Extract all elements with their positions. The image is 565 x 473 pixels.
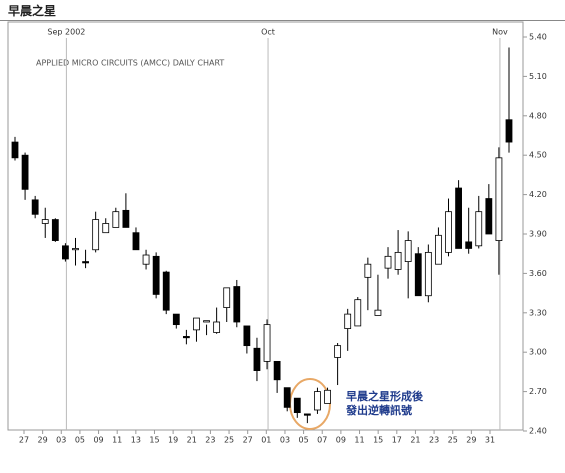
candle-body xyxy=(203,320,210,323)
x-tick-label: 17 xyxy=(392,436,402,445)
candle-body xyxy=(293,397,301,414)
x-tick-label: 07 xyxy=(317,436,327,445)
x-tick-label: 29 xyxy=(466,436,476,445)
y-tick-label: 3.30 xyxy=(529,308,547,317)
x-tick-label: 23 xyxy=(429,436,439,445)
candle-body xyxy=(152,255,160,295)
x-tick-label: 27 xyxy=(19,436,29,445)
candle-body xyxy=(92,219,100,251)
candle-body xyxy=(213,321,221,333)
x-tick-label: 05 xyxy=(299,436,309,445)
x-tick-label: 27 xyxy=(243,436,253,445)
candle-body xyxy=(31,199,39,215)
y-tick-label: 5.10 xyxy=(529,72,547,81)
candle-body xyxy=(404,240,412,262)
candle-body xyxy=(162,271,170,311)
candle-body xyxy=(435,234,442,265)
candle-body xyxy=(273,360,281,381)
x-tick-label: 13 xyxy=(131,436,141,445)
x-tick-label: 25 xyxy=(224,436,234,445)
candle-body xyxy=(182,336,190,339)
annotation: 早晨之星形成後 xyxy=(346,389,424,403)
candle-body xyxy=(11,141,19,159)
month-label: Oct xyxy=(261,28,275,37)
x-tick-label: 21 xyxy=(187,436,197,445)
x-tick-label: 11 xyxy=(354,436,364,445)
candle-body xyxy=(364,263,372,278)
candle-body xyxy=(303,413,311,416)
candle-body xyxy=(324,389,331,404)
candle-body xyxy=(112,211,120,228)
x-tick-label: 03 xyxy=(56,436,66,445)
x-tick-label: 01 xyxy=(261,436,271,445)
y-tick-label: 2.40 xyxy=(529,427,547,436)
x-tick-label: 05 xyxy=(75,436,85,445)
plot-frame xyxy=(7,21,524,431)
y-tick-label: 4.80 xyxy=(529,111,547,120)
candle-body xyxy=(41,219,49,224)
candle-body xyxy=(485,198,493,235)
candle-body xyxy=(475,211,483,247)
x-tick-label: 21 xyxy=(410,436,420,445)
candle-body xyxy=(132,232,140,251)
month-label: Sep 2002 xyxy=(47,28,85,37)
candle-body xyxy=(445,211,452,253)
candle-body xyxy=(334,345,342,358)
y-tick-label: 3.00 xyxy=(529,348,547,357)
candle-body xyxy=(455,187,462,249)
candle-body xyxy=(253,347,261,371)
x-tick-label: 09 xyxy=(336,436,346,445)
x-tick-label: 03 xyxy=(280,436,290,445)
candle-body xyxy=(51,219,59,241)
candle-body xyxy=(122,209,130,228)
candle-body xyxy=(142,254,150,265)
y-tick-label: 3.90 xyxy=(529,230,547,239)
candle-body xyxy=(72,248,79,251)
candle-body xyxy=(344,313,352,329)
candle-body xyxy=(263,324,271,362)
candle-body xyxy=(223,287,231,308)
candle-body xyxy=(394,251,402,270)
x-tick-label: 15 xyxy=(373,436,383,445)
candle-body xyxy=(243,325,251,347)
candle-body xyxy=(505,119,513,143)
candle-body xyxy=(495,157,503,241)
y-tick-label: 2.70 xyxy=(529,387,547,396)
x-tick-label: 23 xyxy=(205,436,215,445)
x-tick-label: 15 xyxy=(149,436,159,445)
candle-body xyxy=(314,391,321,411)
header-title: 早晨之星 xyxy=(8,4,57,18)
x-tick-label: 29 xyxy=(38,436,48,445)
candle-body xyxy=(414,253,422,297)
month-label: Nov xyxy=(492,28,508,37)
y-tick-label: 3.60 xyxy=(529,269,547,278)
annotation: 發出逆轉訊號 xyxy=(345,403,412,417)
candle-body xyxy=(21,154,29,190)
x-tick-label: 25 xyxy=(448,436,458,445)
candle-body xyxy=(424,251,432,297)
candle-body xyxy=(172,313,180,326)
candle-body xyxy=(233,286,241,323)
x-tick-label: 19 xyxy=(168,436,178,445)
candle-body xyxy=(62,245,69,260)
header: 早晨之星 xyxy=(0,0,565,21)
x-tick-label: 31 xyxy=(485,436,495,445)
candle-body xyxy=(193,317,200,331)
candle-body xyxy=(374,309,382,316)
y-tick-label: 4.50 xyxy=(529,151,547,160)
candle-body xyxy=(465,241,473,249)
y-tick-label: 4.20 xyxy=(529,190,547,199)
candle-body xyxy=(102,223,110,234)
candle-body xyxy=(354,299,362,327)
candle-body xyxy=(82,261,89,264)
candle-body xyxy=(384,255,392,269)
y-tick-label: 5.40 xyxy=(529,33,547,42)
x-tick-label: 11 xyxy=(112,436,122,445)
x-tick-label: 09 xyxy=(93,436,103,445)
chart-title: APPLIED MICRO CIRCUITS (AMCC) DAILY CHAR… xyxy=(36,59,224,68)
candle-body xyxy=(283,387,291,408)
